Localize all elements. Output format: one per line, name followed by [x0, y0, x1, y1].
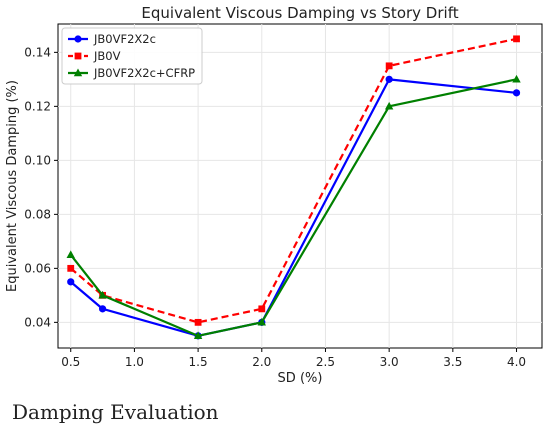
data-point	[258, 305, 266, 313]
legend-box	[61, 27, 203, 85]
data-point	[384, 101, 394, 110]
y-axis-label: Equivalent Viscous Damping (%)	[5, 80, 20, 292]
x-axis-label: SD (%)	[278, 371, 323, 386]
legend-item: JB0VF2X2c+CFRP	[68, 66, 195, 80]
x-axis-ticks: 0.5 1.0 1.5 2.0 2.5 3.0 3.5 4.0	[61, 348, 526, 369]
legend-item: JB0V	[68, 49, 121, 63]
legend-label: JB0V	[93, 49, 121, 63]
y-axis-ticks: 0.04 0.06 0.08 0.10 0.12 0.14	[24, 45, 58, 329]
y-tick-label: 0.12	[24, 99, 51, 113]
x-tick-label: 2.5	[316, 355, 335, 369]
series-line	[70, 37, 517, 324]
data-point	[194, 318, 202, 326]
figure-caption: Damping Evaluation	[12, 400, 219, 424]
y-tick-label: 0.04	[24, 315, 51, 329]
series-line	[69, 78, 517, 337]
y-tick-label: 0.08	[24, 207, 51, 221]
data-point	[67, 278, 75, 286]
legend-item: JB0VF2X2c	[68, 32, 156, 46]
legend-marker	[74, 35, 82, 43]
x-tick-label: 3.0	[380, 355, 399, 369]
chart-title: Equivalent Viscous Damping vs Story Drif…	[141, 4, 458, 22]
data-point	[512, 74, 521, 83]
legend-marker	[73, 68, 83, 77]
data-point	[66, 250, 75, 259]
data-point	[385, 75, 393, 83]
y-tick-label: 0.14	[24, 45, 51, 59]
line-chart: 0.5 1.0 1.5 2.0 2.5 3.0 3.5 4.0 0.04 0.06 0.08 0.1…	[5, 4, 543, 386]
x-tick-label: 1.5	[189, 355, 208, 369]
data-point	[513, 35, 520, 43]
data-point	[98, 290, 107, 299]
x-tick-label: 4.0	[507, 355, 526, 369]
data-point	[193, 331, 203, 340]
x-tick-label: 0.5	[61, 355, 80, 369]
x-tick-label: 3.5	[443, 355, 462, 369]
series-layer	[66, 35, 521, 340]
data-point	[257, 317, 266, 326]
y-tick-label: 0.10	[24, 153, 51, 167]
x-tick-label: 2.0	[252, 355, 271, 369]
legend-label: JB0VF2X2c	[93, 32, 156, 46]
legend-marker	[74, 52, 82, 60]
series-3	[66, 74, 521, 340]
x-tick-label: 1.0	[125, 355, 144, 369]
legend-label: JB0VF2X2c+CFRP	[93, 66, 195, 80]
data-point	[512, 89, 521, 97]
data-point	[67, 264, 75, 272]
data-point	[98, 305, 107, 313]
y-tick-label: 0.06	[24, 261, 51, 275]
data-point	[385, 62, 393, 70]
legend: JB0VF2X2c JB0V JB0VF2X2c+CFRP	[61, 27, 203, 85]
